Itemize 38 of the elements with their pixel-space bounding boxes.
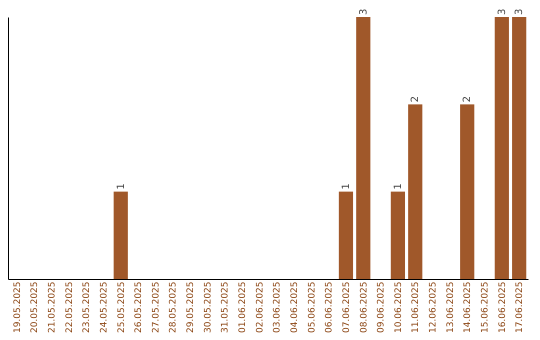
x-tick-label: 07.06.2025	[342, 282, 352, 334]
data-label: 3	[514, 8, 526, 15]
x-tick-label: 24.05.2025	[99, 282, 110, 334]
x-tick-label: 29.05.2025	[186, 282, 196, 334]
x-tick-label: 28.05.2025	[168, 282, 179, 334]
x-tick-label: 10.06.2025	[394, 282, 404, 334]
x-tick-label: 03.06.2025	[272, 282, 283, 334]
data-label: 3	[496, 8, 508, 15]
data-label: 2	[410, 96, 422, 102]
data-label: 1	[340, 183, 352, 190]
x-tick-label: 30.05.2025	[203, 282, 214, 334]
data-label: 1	[392, 183, 404, 190]
x-tick-label: 04.06.2025	[290, 282, 300, 334]
x-tick-label: 21.05.2025	[47, 282, 58, 334]
data-label: 1	[116, 183, 127, 190]
data-label: 2	[462, 96, 474, 102]
data-label: 3	[358, 8, 370, 15]
x-tick-label: 02.06.2025	[255, 282, 266, 334]
x-tick-label: 15.06.2025	[480, 282, 491, 334]
x-tick-label: 16.06.2025	[498, 282, 508, 334]
x-tick-label: 20.05.2025	[30, 282, 40, 334]
x-tick-label: 31.05.2025	[220, 282, 231, 334]
x-tick-label: 01.06.2025	[238, 282, 248, 334]
x-tick-label: 19.05.2025	[12, 282, 23, 334]
x-tick-label: 17.06.2025	[515, 282, 526, 334]
x-tick-label: 06.06.2025	[324, 282, 335, 334]
x-tick-label: 05.06.2025	[307, 282, 318, 334]
x-tick-label: 12.06.2025	[428, 282, 439, 334]
x-tick-label: 23.05.2025	[82, 282, 92, 334]
x-tick-label: 25.05.2025	[116, 282, 127, 334]
x-tick-label: 26.05.2025	[134, 282, 144, 334]
x-tick-label: 13.06.2025	[446, 282, 456, 334]
x-tick-label: 14.06.2025	[463, 282, 474, 334]
x-tick-label: 27.05.2025	[151, 282, 162, 334]
x-tick-label: 22.05.2025	[64, 282, 75, 334]
x-tick-label: 09.06.2025	[376, 282, 387, 334]
x-tick-label: 11.06.2025	[411, 282, 422, 334]
x-tick-label: 08.06.2025	[359, 282, 370, 334]
